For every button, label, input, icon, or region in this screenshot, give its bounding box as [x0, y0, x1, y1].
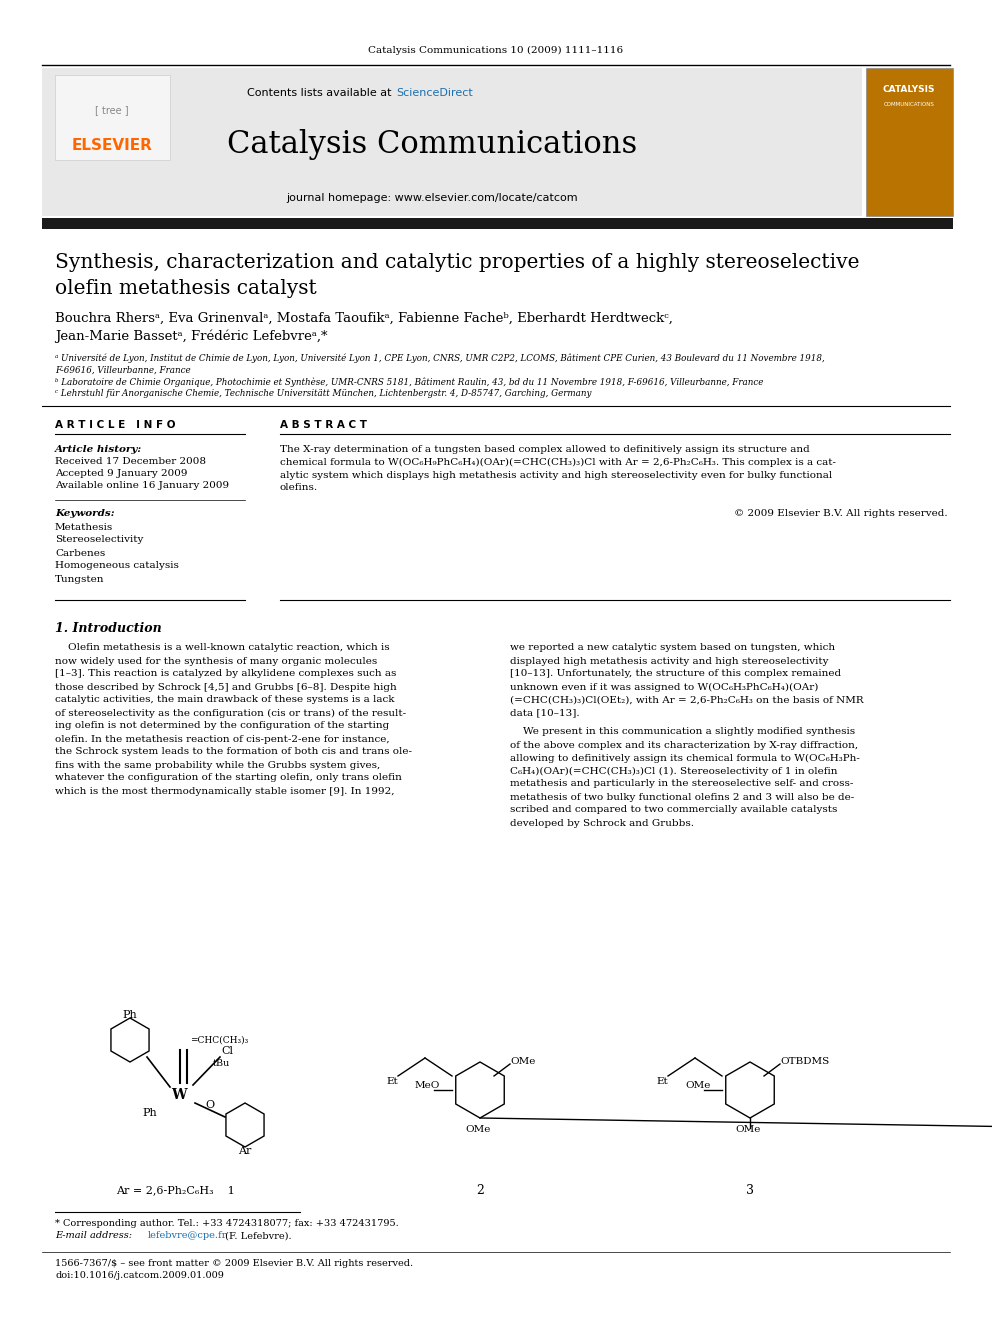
Text: metathesis of two bulky functional olefins 2 and 3 will also be de-: metathesis of two bulky functional olefi… [510, 792, 854, 802]
Text: Accepted 9 January 2009: Accepted 9 January 2009 [55, 470, 187, 479]
Text: ScienceDirect: ScienceDirect [396, 89, 473, 98]
Bar [42, 218, 953, 229]
Text: ing olefin is not determined by the configuration of the starting: ing olefin is not determined by the conf… [55, 721, 389, 730]
Text: Contents lists available at: Contents lists available at [247, 89, 395, 98]
Text: OTBDMS: OTBDMS [780, 1057, 829, 1066]
Text: W: W [172, 1088, 186, 1102]
Text: F-69616, Villeurbanne, France: F-69616, Villeurbanne, France [55, 365, 190, 374]
Text: of stereoselectivity as the configuration (cis or trans) of the result-: of stereoselectivity as the configuratio… [55, 708, 406, 717]
Text: Et: Et [386, 1077, 398, 1086]
Text: which is the most thermodynamically stable isomer [9]. In 1992,: which is the most thermodynamically stab… [55, 786, 395, 795]
Text: We present in this communication a slightly modified synthesis: We present in this communication a sligh… [510, 728, 855, 737]
Text: [10–13]. Unfortunately, the structure of this complex remained: [10–13]. Unfortunately, the structure of… [510, 669, 841, 679]
Text: A R T I C L E   I N F O: A R T I C L E I N F O [55, 419, 176, 430]
Text: the Schrock system leads to the formation of both cis and trans ole-: the Schrock system leads to the formatio… [55, 747, 412, 757]
Text: Cl: Cl [221, 1046, 233, 1056]
Text: fins with the same probability while the Grubbs system gives,: fins with the same probability while the… [55, 761, 380, 770]
Text: scribed and compared to two commercially available catalysts: scribed and compared to two commercially… [510, 806, 837, 815]
Text: * Corresponding author. Tel.: +33 4724318077; fax: +33 472431795.: * Corresponding author. Tel.: +33 472431… [55, 1218, 399, 1228]
Text: C₆H₄)(OAr)(=CHC(CH₃)₃)Cl (1). Stereoselectivity of 1 in olefin: C₆H₄)(OAr)(=CHC(CH₃)₃)Cl (1). Stereosele… [510, 766, 837, 775]
Text: Et: Et [657, 1077, 668, 1086]
Text: whatever the configuration of the starting olefin, only trans olefin: whatever the configuration of the starti… [55, 774, 402, 782]
Text: chemical formula to W(OC₆H₉PhC₆H₄)(OAr)(=CHC(CH₃)₃)Cl with Ar = 2,6-Ph₂C₆H₃. Thi: chemical formula to W(OC₆H₉PhC₆H₄)(OAr)(… [280, 458, 836, 467]
Text: MeO: MeO [415, 1081, 440, 1090]
Text: OMe: OMe [510, 1057, 536, 1066]
Text: Catalysis Communications: Catalysis Communications [227, 130, 637, 160]
Text: 1566-7367/$ – see front matter © 2009 Elsevier B.V. All rights reserved.: 1566-7367/$ – see front matter © 2009 El… [55, 1258, 413, 1267]
Text: Synthesis, characterization and catalytic properties of a highly stereoselective: Synthesis, characterization and catalyti… [55, 253, 859, 271]
Bar [866, 67, 953, 216]
Text: OMe: OMe [735, 1126, 761, 1135]
Text: Available online 16 January 2009: Available online 16 January 2009 [55, 482, 229, 491]
Text: (F. Lefebvre).: (F. Lefebvre). [222, 1232, 292, 1241]
Text: of the above complex and its characterization by X-ray diffraction,: of the above complex and its characteriz… [510, 741, 858, 750]
Text: unknown even if it was assigned to W(OC₆H₃PhC₆H₄)(OAr): unknown even if it was assigned to W(OC₆… [510, 683, 818, 692]
Text: © 2009 Elsevier B.V. All rights reserved.: © 2009 Elsevier B.V. All rights reserved… [734, 508, 948, 517]
Text: now widely used for the synthesis of many organic molecules: now widely used for the synthesis of man… [55, 656, 377, 665]
Text: OMe: OMe [685, 1081, 710, 1090]
Text: Bouchra Rhersᵃ, Eva Grinenvalᵃ, Mostafa Taoufikᵃ, Fabienne Facheᵇ, Eberhardt Her: Bouchra Rhersᵃ, Eva Grinenvalᵃ, Mostafa … [55, 311, 673, 324]
Text: 3: 3 [746, 1184, 754, 1196]
Text: Carbenes: Carbenes [55, 549, 105, 557]
Text: ᵃ Université de Lyon, Institut de Chimie de Lyon, Lyon, Université Lyon 1, CPE L: ᵃ Université de Lyon, Institut de Chimie… [55, 353, 824, 363]
Text: Homogeneous catalysis: Homogeneous catalysis [55, 561, 179, 570]
Text: displayed high metathesis activity and high stereoselectivity: displayed high metathesis activity and h… [510, 656, 828, 665]
Text: E-mail address:: E-mail address: [55, 1232, 132, 1241]
Text: A B S T R A C T: A B S T R A C T [280, 419, 367, 430]
Text: 1. Introduction: 1. Introduction [55, 622, 162, 635]
Text: tBu: tBu [213, 1058, 230, 1068]
Text: O: O [205, 1099, 214, 1110]
Text: ᵇ Laboratoire de Chimie Organique, Photochimie et Synthèse, UMR-CNRS 5181, Bâtim: ᵇ Laboratoire de Chimie Organique, Photo… [55, 377, 764, 386]
Text: lefebvre@cpe.fr: lefebvre@cpe.fr [148, 1232, 227, 1241]
Text: =CHC(CH₃)₃: =CHC(CH₃)₃ [190, 1036, 248, 1044]
Text: alytic system which displays high metathesis activity and high stereoselectivity: alytic system which displays high metath… [280, 471, 832, 479]
Text: olefins.: olefins. [280, 483, 318, 492]
Text: we reported a new catalytic system based on tungsten, which: we reported a new catalytic system based… [510, 643, 835, 652]
Text: COMMUNICATIONS: COMMUNICATIONS [884, 102, 934, 107]
Text: Ph: Ph [143, 1107, 158, 1118]
Text: Ar = 2,6-Ph₂C₆H₃    1: Ar = 2,6-Ph₂C₆H₃ 1 [116, 1185, 234, 1195]
Text: CATALYSIS: CATALYSIS [883, 86, 935, 94]
Text: olefin. In the metathesis reaction of cis-pent-2-ene for instance,: olefin. In the metathesis reaction of ci… [55, 734, 390, 744]
Text: Stereoselectivity: Stereoselectivity [55, 536, 144, 545]
Text: Received 17 December 2008: Received 17 December 2008 [55, 458, 206, 467]
Text: ELSEVIER: ELSEVIER [71, 138, 153, 152]
Text: Jean-Marie Bassetᵃ, Frédéric Lefebvreᵃ,*: Jean-Marie Bassetᵃ, Frédéric Lefebvreᵃ,* [55, 329, 327, 343]
Text: The X-ray determination of a tungsten based complex allowed to definitively assi: The X-ray determination of a tungsten ba… [280, 445, 809, 454]
Text: [1–3]. This reaction is catalyzed by alkylidene complexes such as: [1–3]. This reaction is catalyzed by alk… [55, 669, 397, 679]
Text: OMe: OMe [465, 1126, 490, 1135]
Text: Catalysis Communications 10 (2009) 1111–1116: Catalysis Communications 10 (2009) 1111–… [368, 45, 624, 54]
Text: data [10–13].: data [10–13]. [510, 709, 579, 717]
Text: developed by Schrock and Grubbs.: developed by Schrock and Grubbs. [510, 819, 694, 827]
Text: catalytic activities, the main drawback of these systems is a lack: catalytic activities, the main drawback … [55, 696, 395, 705]
Text: Keywords:: Keywords: [55, 509, 115, 519]
Text: Ph: Ph [123, 1009, 137, 1020]
Text: doi:10.1016/j.catcom.2009.01.009: doi:10.1016/j.catcom.2009.01.009 [55, 1271, 224, 1281]
Text: (=CHC(CH₃)₃)Cl(OEt₂), with Ar = 2,6-Ph₂C₆H₃ on the basis of NMR: (=CHC(CH₃)₃)Cl(OEt₂), with Ar = 2,6-Ph₂C… [510, 696, 864, 705]
Text: journal homepage: www.elsevier.com/locate/catcom: journal homepage: www.elsevier.com/locat… [286, 193, 577, 202]
Text: Metathesis: Metathesis [55, 523, 113, 532]
Text: [ tree ]: [ tree ] [95, 105, 129, 115]
Text: Article history:: Article history: [55, 445, 142, 454]
Text: those described by Schrock [4,5] and Grubbs [6–8]. Despite high: those described by Schrock [4,5] and Gru… [55, 683, 397, 692]
Text: Olefin metathesis is a well-known catalytic reaction, which is: Olefin metathesis is a well-known cataly… [55, 643, 390, 652]
Text: Ar: Ar [238, 1146, 252, 1156]
Bar [42, 67, 862, 216]
Text: Tungsten: Tungsten [55, 574, 104, 583]
Text: ᶜ Lehrstuhl für Anorganische Chemie, Technische Universitätt München, Lichtenber: ᶜ Lehrstuhl für Anorganische Chemie, Tec… [55, 389, 591, 398]
Text: allowing to definitively assign its chemical formula to W(OC₆H₃Ph-: allowing to definitively assign its chem… [510, 753, 860, 762]
Text: metathesis and particularly in the stereoselective self- and cross-: metathesis and particularly in the stere… [510, 779, 853, 789]
Text: olefin metathesis catalyst: olefin metathesis catalyst [55, 279, 316, 298]
Bar [55, 75, 170, 160]
Text: 2: 2 [476, 1184, 484, 1196]
